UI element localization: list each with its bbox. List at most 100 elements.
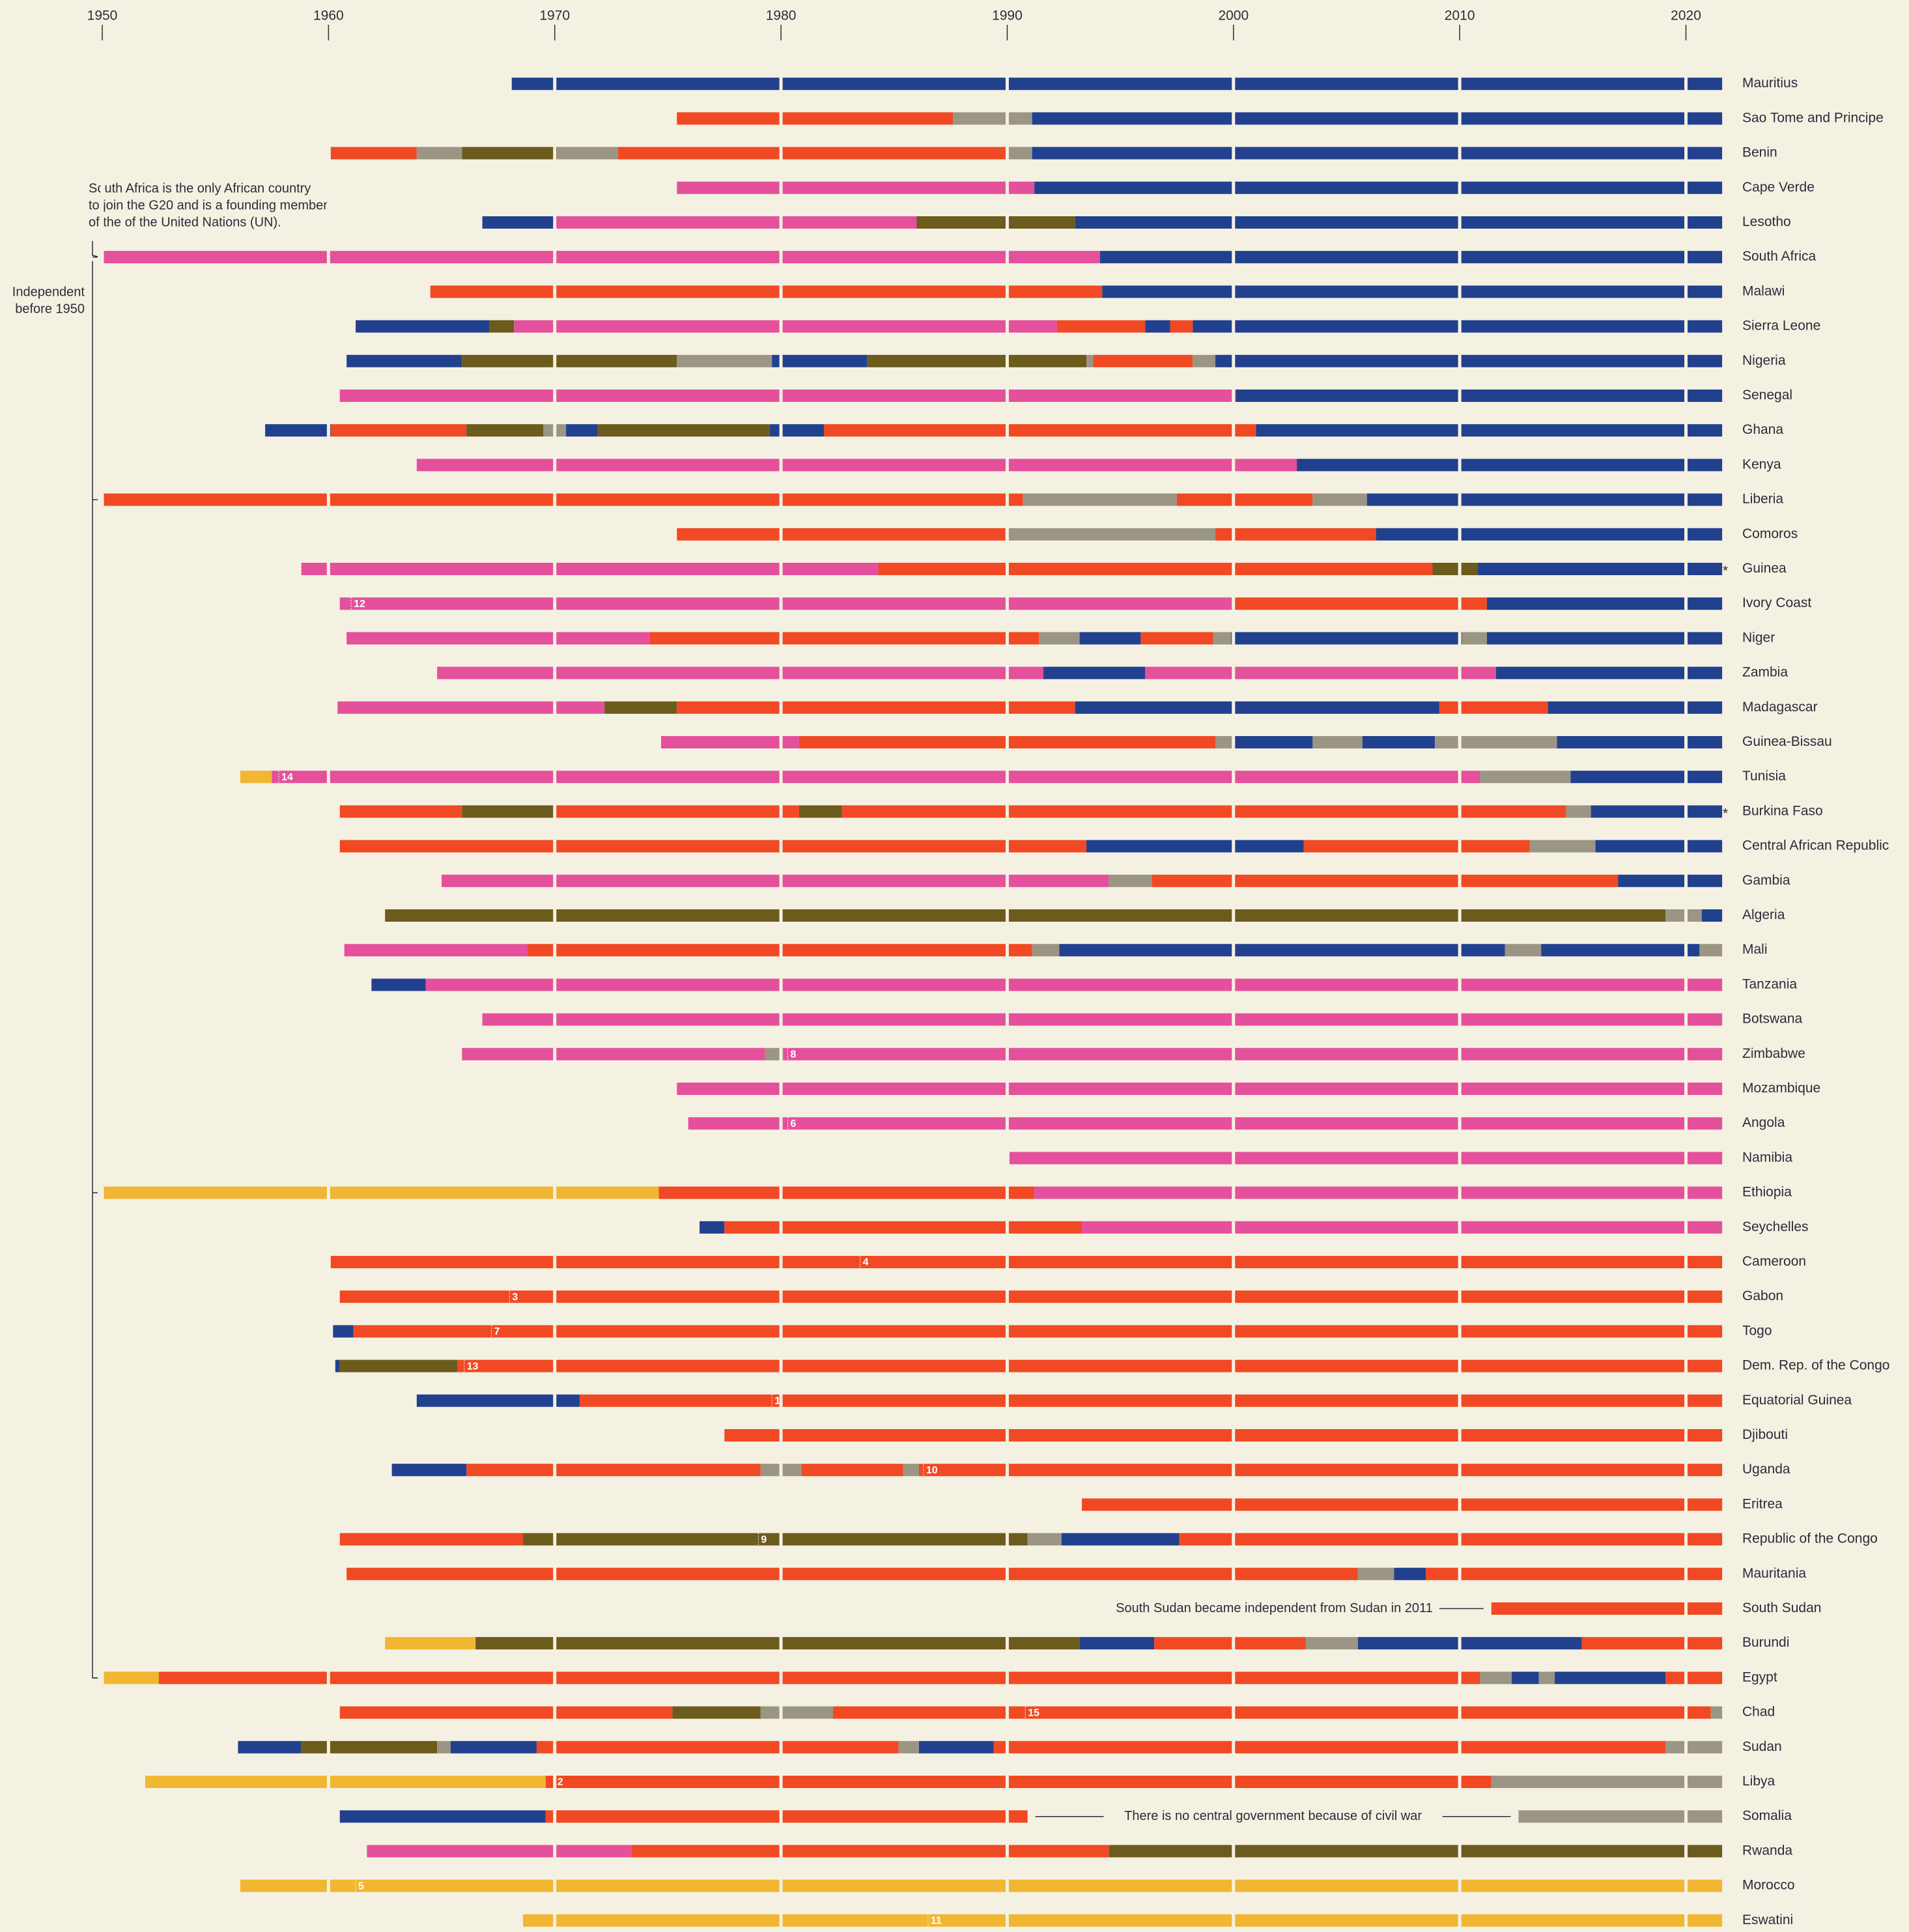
country-label: Equatorial Guinea <box>1742 1393 1852 1408</box>
segment <box>339 1533 524 1546</box>
segment <box>523 1533 1028 1546</box>
country-label: Tanzania <box>1742 976 1797 991</box>
bar-label: 2 <box>558 1777 563 1788</box>
row-note: There is no central government because o… <box>1124 1809 1422 1823</box>
country-label: Mozambique <box>1742 1081 1820 1096</box>
segment <box>1193 320 1723 333</box>
segment <box>1665 1671 1723 1684</box>
segment <box>1297 459 1723 472</box>
segment <box>566 424 598 437</box>
segment <box>462 354 677 367</box>
segment <box>545 1776 1492 1788</box>
segment <box>1591 805 1723 818</box>
segment <box>344 944 528 957</box>
segment <box>385 909 1666 922</box>
segment <box>783 1047 1723 1060</box>
segment <box>1099 251 1723 264</box>
segment <box>898 1740 919 1754</box>
segment <box>617 147 1008 160</box>
segment <box>1032 147 1723 160</box>
country-label: Gabon <box>1742 1288 1783 1303</box>
bar-label: 10 <box>926 1465 938 1476</box>
country-label: Angola <box>1742 1115 1785 1130</box>
segment <box>462 147 558 160</box>
segment <box>339 1359 458 1372</box>
segment <box>330 1256 1723 1268</box>
x-tick-label: 2020 <box>1671 8 1701 23</box>
segment <box>1491 1776 1723 1788</box>
bracket-label: before 1950 <box>15 302 85 316</box>
segment <box>1665 1740 1723 1754</box>
segment <box>1376 528 1723 541</box>
bar-label: 11 <box>931 1916 942 1927</box>
segment <box>536 1740 899 1754</box>
segment <box>1432 563 1478 575</box>
segment <box>1480 1671 1512 1684</box>
country-label: Republic of the Congo <box>1742 1531 1878 1546</box>
bracket-label: Independent <box>12 285 85 299</box>
segment <box>878 563 1433 575</box>
bar-label: 12 <box>354 599 365 610</box>
country-label: Guinea-Bissau <box>1742 734 1832 749</box>
segment <box>1004 528 1216 541</box>
segment <box>688 1117 1723 1130</box>
segment <box>1529 840 1596 853</box>
bar-label: 9 <box>761 1534 767 1545</box>
country-label: Gambia <box>1742 873 1790 888</box>
bar-label: 4 <box>863 1257 869 1268</box>
segment <box>1495 666 1723 679</box>
segment <box>1256 424 1723 437</box>
segment <box>677 701 1075 714</box>
segment <box>677 1083 1723 1095</box>
segment <box>579 1394 1723 1407</box>
country-label: Seychelles <box>1742 1219 1809 1234</box>
segment <box>824 424 1256 437</box>
country-label: Sudan <box>1742 1739 1782 1754</box>
segment <box>102 493 1023 506</box>
segment <box>437 1740 451 1754</box>
country-label: Libya <box>1742 1774 1775 1789</box>
segment <box>1152 874 1619 887</box>
segment <box>158 1671 1480 1684</box>
segment <box>333 1325 354 1338</box>
segment <box>1079 632 1141 645</box>
segment <box>953 112 1032 125</box>
segment <box>658 1186 1035 1199</box>
segment <box>1581 1637 1723 1650</box>
segment <box>1566 805 1591 818</box>
x-tick-label: 1960 <box>313 8 344 23</box>
bar-label: 5 <box>358 1881 364 1892</box>
segment <box>346 354 462 367</box>
segment <box>1176 493 1313 506</box>
segment <box>916 216 1075 229</box>
country-label: Nigeria <box>1742 353 1786 368</box>
segment <box>677 354 772 367</box>
segment <box>272 771 1480 784</box>
segment <box>760 1706 833 1719</box>
country-label: Burkina Faso <box>1742 803 1823 818</box>
annotation: to join the G20 and is a founding member <box>89 198 328 212</box>
segment <box>1034 181 1723 194</box>
segment <box>867 354 1087 367</box>
segment <box>339 1706 673 1719</box>
country-label: Ghana <box>1742 422 1783 437</box>
segment <box>466 1464 761 1477</box>
segment <box>1570 771 1723 784</box>
country-label: Dem. Rep. of the Congo <box>1742 1358 1889 1373</box>
segment <box>1179 1533 1723 1546</box>
segment <box>1140 632 1213 645</box>
bar-label: 1 <box>774 1396 780 1407</box>
segment <box>801 1464 903 1477</box>
segment <box>339 840 1087 853</box>
segment <box>425 978 1723 991</box>
segment <box>631 1845 1109 1858</box>
segment <box>462 805 555 818</box>
country-label: Sierra Leone <box>1742 319 1820 334</box>
segment <box>557 147 618 160</box>
country-label: Tunisia <box>1742 769 1786 784</box>
segment <box>442 874 1109 887</box>
segment <box>724 1429 1723 1442</box>
segment <box>677 528 1005 541</box>
country-label: Botswana <box>1742 1012 1803 1027</box>
